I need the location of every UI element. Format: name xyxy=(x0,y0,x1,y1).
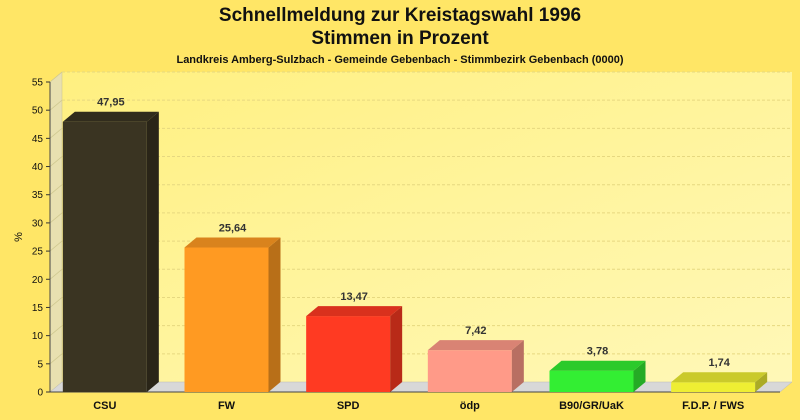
gridline-left xyxy=(49,128,63,139)
y-axis-label: % xyxy=(13,232,25,242)
chart-title-line2: Stimmen in Prozent xyxy=(311,28,489,49)
bar-value-label: 47,95 xyxy=(97,97,125,109)
bar xyxy=(671,382,756,392)
bar xyxy=(62,121,147,393)
chart-title: Schnellmeldung zur Kreistagswahl 1996 xyxy=(218,5,582,26)
plot-left-wall xyxy=(49,71,63,393)
y-tick-label: 30 xyxy=(32,218,44,229)
gridline-left xyxy=(49,268,63,280)
bar-value-label: 13,47 xyxy=(340,291,368,303)
gridline-left xyxy=(49,240,63,252)
gridline-left xyxy=(49,325,63,336)
bar-side xyxy=(511,340,524,392)
x-tick-label: SPD xyxy=(337,400,360,412)
bar-top xyxy=(671,372,768,383)
bar-side xyxy=(390,306,403,392)
bar-side xyxy=(633,360,646,392)
bar-side xyxy=(755,372,768,392)
x-tick-label: CSU xyxy=(93,400,116,412)
y-tick-label: 10 xyxy=(32,331,44,342)
bar-top xyxy=(306,306,403,317)
y-tick-label: 55 xyxy=(32,78,44,89)
bar-side xyxy=(146,111,159,393)
bar xyxy=(549,370,634,392)
gridline-left xyxy=(49,297,63,308)
y-tick-label: 25 xyxy=(32,247,44,258)
x-tick-label: F.D.P. / FWS xyxy=(682,400,744,412)
bar-value-label: 25,64 xyxy=(219,222,247,234)
bar xyxy=(427,350,512,392)
gridline-left xyxy=(49,212,63,224)
chart-header: Schnellmeldung zur Kreistagswahl 1996 St… xyxy=(0,4,800,67)
bar-top xyxy=(427,340,524,351)
gridline-left xyxy=(49,71,63,83)
chart-subtitle: Landkreis Amberg-Sulzbach - Gemeinde Geb… xyxy=(176,54,624,66)
bar-top xyxy=(62,111,159,122)
bar-top xyxy=(184,237,281,248)
y-tick-label: 0 xyxy=(37,388,43,399)
bar-value-label: 3,78 xyxy=(587,346,608,358)
x-tick-label: FW xyxy=(218,400,236,412)
y-tick-label: 45 xyxy=(32,134,44,145)
y-tick-label: 40 xyxy=(32,162,44,173)
y-tick-label: 35 xyxy=(32,190,44,201)
bar xyxy=(306,316,391,392)
y-tick-label: 50 xyxy=(32,106,44,117)
plot-back-wall xyxy=(62,72,792,382)
y-tick-label: 15 xyxy=(32,303,44,314)
bar-side xyxy=(268,237,281,392)
gridline-left xyxy=(49,353,63,365)
bar-value-label: 7,42 xyxy=(465,325,486,337)
gridline-left xyxy=(49,184,63,196)
gridline-left xyxy=(49,156,63,167)
x-tick-label: B90/GR/UaK xyxy=(559,400,624,412)
bar-value-label: 1,74 xyxy=(708,357,730,369)
x-tick-label: ödp xyxy=(460,400,480,412)
bar xyxy=(184,247,269,392)
y-tick-label: 5 xyxy=(37,359,43,370)
gridline-left xyxy=(49,99,63,111)
y-tick-label: 20 xyxy=(32,275,44,286)
bar-top xyxy=(549,360,646,371)
